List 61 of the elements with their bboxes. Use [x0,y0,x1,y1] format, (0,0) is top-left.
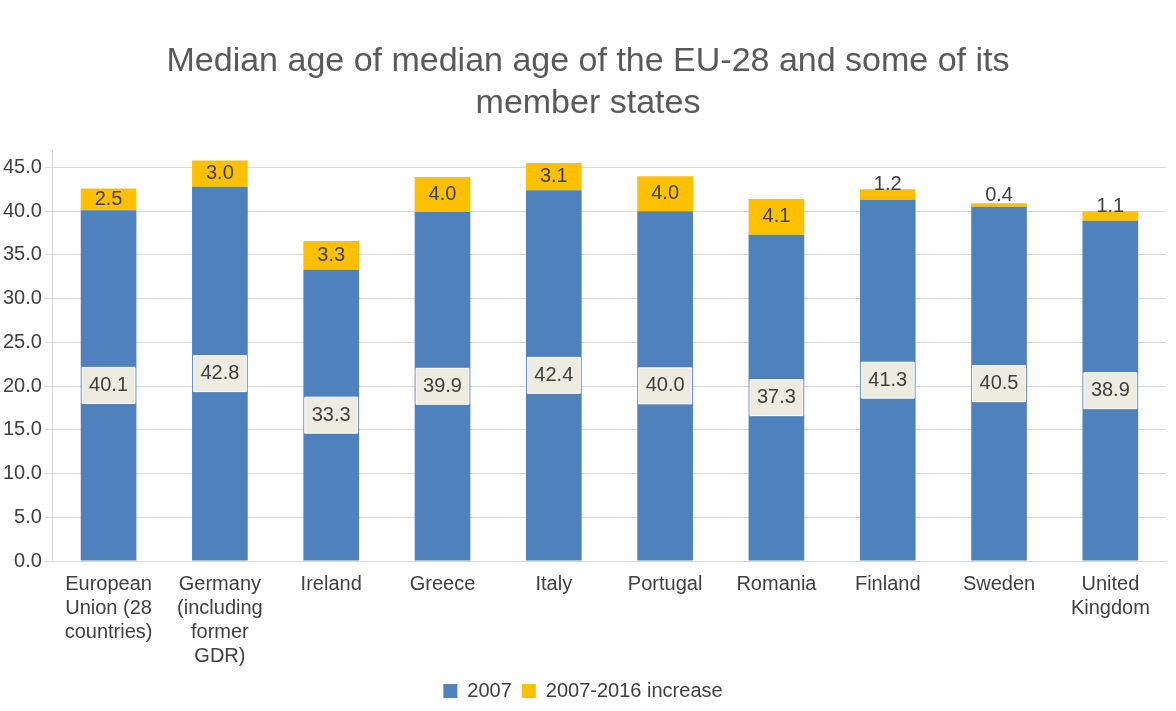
bar [192,186,248,561]
y-tick-label: 20.0 [2,373,42,396]
y-tick-label: 5.0 [14,504,42,527]
data-label: 37.3 [756,385,796,408]
chart-title: Median age of median age of the EU-28 and some of its member states [165,39,1011,122]
y-tick-label: 15.0 [2,417,42,440]
legend-label: 2007-2016 increase [545,678,723,701]
bar [637,176,693,212]
bar [414,177,471,213]
bar [748,198,805,235]
data-label: 38.9 [1090,378,1130,401]
bar [859,199,916,561]
data-label: 40.5 [979,371,1019,394]
bar [192,160,248,187]
x-tick-label: Greece [409,571,476,594]
data-label: 41.3 [868,367,908,390]
y-tick-label: 0.0 [14,548,42,571]
data-label: 1.1 [1096,193,1125,216]
x-tick-label: United Kingdom [1070,571,1150,618]
x-tick-label: Italy [535,571,573,594]
x-tick-label: Portugal [627,571,703,594]
bar [80,210,137,561]
x-tick-label: Romania [736,571,818,594]
bar [414,212,471,561]
data-label: 3.1 [539,164,568,187]
data-label: 4.0 [651,181,680,204]
bar [637,211,693,561]
data-label: 4.1 [762,204,791,227]
data-label: 1.2 [873,172,902,195]
x-tick-label: Ireland [300,571,362,594]
legend-label: 2007 [467,678,512,701]
x-tick-label: Finland [854,571,921,594]
x-tick-label: European Union (28 countries) [64,571,153,642]
data-label: 2.5 [94,186,123,209]
data-label: 4.0 [428,182,457,205]
x-tick-label: Germany (including former GDR) [177,571,263,666]
y-tick-label: 30.0 [2,286,42,309]
bar [525,190,582,561]
data-label: 3.0 [205,161,234,184]
bar [525,163,582,191]
y-tick-label: 45.0 [2,155,42,177]
data-label: 3.3 [317,242,346,265]
data-label: 40.1 [89,372,129,395]
data-label: 33.3 [311,402,351,425]
bar [1082,211,1139,221]
data-label: 40.0 [645,373,685,396]
bar [971,203,1027,207]
bar [971,206,1027,561]
bar [859,189,916,200]
y-tick-label: 40.0 [2,198,42,221]
bar [1082,220,1139,561]
data-label: 42.8 [200,361,240,384]
data-label: 0.4 [985,182,1013,205]
y-tick-label: 25.0 [2,329,42,352]
y-tick-label: 35.0 [2,242,42,265]
bar [303,240,360,270]
y-tick-label: 10.0 [2,461,42,484]
data-label: 42.4 [534,362,574,385]
x-tick-label: Sweden [962,571,1036,594]
data-label: 39.9 [423,373,462,396]
bar [748,234,805,561]
